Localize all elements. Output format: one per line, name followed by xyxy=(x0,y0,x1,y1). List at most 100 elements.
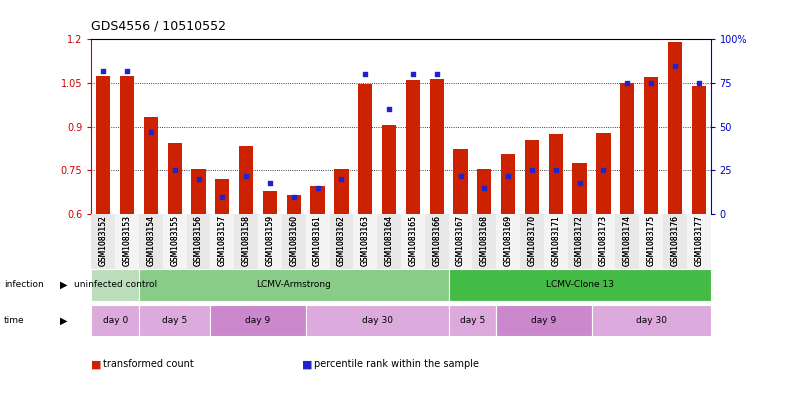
Bar xyxy=(310,187,325,214)
Text: GSM1083157: GSM1083157 xyxy=(218,215,227,266)
Text: uninfected control: uninfected control xyxy=(74,281,156,289)
Bar xyxy=(258,214,282,275)
Text: GSM1083155: GSM1083155 xyxy=(170,215,179,266)
Text: GSM1083177: GSM1083177 xyxy=(694,215,703,266)
Text: GSM1083176: GSM1083176 xyxy=(670,215,680,266)
Text: GSM1083174: GSM1083174 xyxy=(622,215,632,266)
Bar xyxy=(287,195,301,214)
Text: GSM1083152: GSM1083152 xyxy=(98,215,108,266)
Text: GSM1083173: GSM1083173 xyxy=(599,215,608,266)
Text: GSM1083157: GSM1083157 xyxy=(218,215,227,266)
Point xyxy=(478,185,491,191)
Bar xyxy=(501,154,515,214)
Text: GSM1083156: GSM1083156 xyxy=(194,215,203,266)
Text: GSM1083167: GSM1083167 xyxy=(456,215,465,266)
Bar xyxy=(91,269,139,301)
Bar xyxy=(453,149,468,214)
Point xyxy=(121,68,133,74)
Text: GSM1083175: GSM1083175 xyxy=(646,215,656,266)
Bar xyxy=(496,214,520,275)
Text: GSM1083166: GSM1083166 xyxy=(432,215,441,266)
Bar xyxy=(615,214,639,275)
Bar xyxy=(449,305,496,336)
Text: GDS4556 / 10510552: GDS4556 / 10510552 xyxy=(91,20,226,33)
Text: GSM1083171: GSM1083171 xyxy=(551,215,561,266)
Text: GSM1083169: GSM1083169 xyxy=(503,215,513,266)
Text: GSM1083154: GSM1083154 xyxy=(146,215,156,266)
Bar xyxy=(549,134,563,214)
Text: GSM1083162: GSM1083162 xyxy=(337,215,346,266)
Text: GSM1083172: GSM1083172 xyxy=(575,215,584,266)
Point xyxy=(216,194,229,200)
Bar xyxy=(425,214,449,275)
Bar xyxy=(663,214,687,275)
Bar xyxy=(239,146,253,214)
Point xyxy=(359,71,372,77)
Bar xyxy=(334,169,349,214)
Text: GSM1083165: GSM1083165 xyxy=(408,215,418,266)
Bar xyxy=(639,214,663,275)
Bar xyxy=(620,83,634,214)
Point xyxy=(526,167,538,174)
Text: GSM1083162: GSM1083162 xyxy=(337,215,346,266)
Text: ■: ■ xyxy=(302,360,312,369)
Text: GSM1083174: GSM1083174 xyxy=(622,215,632,266)
Text: day 9: day 9 xyxy=(531,316,557,325)
Point xyxy=(145,129,157,135)
Text: GSM1083160: GSM1083160 xyxy=(289,215,299,266)
Bar xyxy=(496,305,592,336)
Bar xyxy=(572,163,587,214)
Bar xyxy=(377,214,401,275)
Point xyxy=(168,167,181,174)
Point xyxy=(311,185,324,191)
Bar xyxy=(520,214,544,275)
Bar xyxy=(687,214,711,275)
Bar xyxy=(115,214,139,275)
Bar xyxy=(139,214,163,275)
Bar xyxy=(382,125,396,214)
Point xyxy=(645,80,657,86)
Point xyxy=(549,167,562,174)
Text: GSM1083160: GSM1083160 xyxy=(289,215,299,266)
Text: GSM1083163: GSM1083163 xyxy=(360,215,370,266)
Point xyxy=(240,173,252,179)
Text: transformed count: transformed count xyxy=(103,360,194,369)
Bar xyxy=(187,214,210,275)
Text: ▶: ▶ xyxy=(60,280,67,290)
Bar xyxy=(430,79,444,214)
Point xyxy=(97,68,110,74)
Bar xyxy=(306,214,330,275)
Text: GSM1083169: GSM1083169 xyxy=(503,215,513,266)
Bar xyxy=(596,132,611,214)
Text: GSM1083165: GSM1083165 xyxy=(408,215,418,266)
Bar xyxy=(568,214,592,275)
Text: GSM1083166: GSM1083166 xyxy=(432,215,441,266)
Bar xyxy=(358,84,372,214)
Bar xyxy=(215,179,229,214)
Point xyxy=(669,62,681,69)
Text: day 5: day 5 xyxy=(162,316,187,325)
Text: GSM1083161: GSM1083161 xyxy=(313,215,322,266)
Bar xyxy=(449,214,472,275)
Bar xyxy=(449,269,711,301)
Text: GSM1083175: GSM1083175 xyxy=(646,215,656,266)
Text: GSM1083159: GSM1083159 xyxy=(265,215,275,266)
Text: GSM1083163: GSM1083163 xyxy=(360,215,370,266)
Point xyxy=(573,180,586,186)
Bar xyxy=(592,305,711,336)
Bar xyxy=(692,86,706,214)
Text: GSM1083153: GSM1083153 xyxy=(122,215,132,266)
Text: day 5: day 5 xyxy=(460,316,485,325)
Bar xyxy=(353,214,377,275)
Point xyxy=(621,80,634,86)
Bar xyxy=(120,76,134,214)
Point xyxy=(407,71,419,77)
Bar xyxy=(210,214,234,275)
Point xyxy=(192,176,205,182)
Bar xyxy=(544,214,568,275)
Text: GSM1083168: GSM1083168 xyxy=(480,215,489,266)
Bar xyxy=(191,169,206,214)
Point xyxy=(454,173,467,179)
Point xyxy=(287,194,300,200)
Bar xyxy=(210,305,306,336)
